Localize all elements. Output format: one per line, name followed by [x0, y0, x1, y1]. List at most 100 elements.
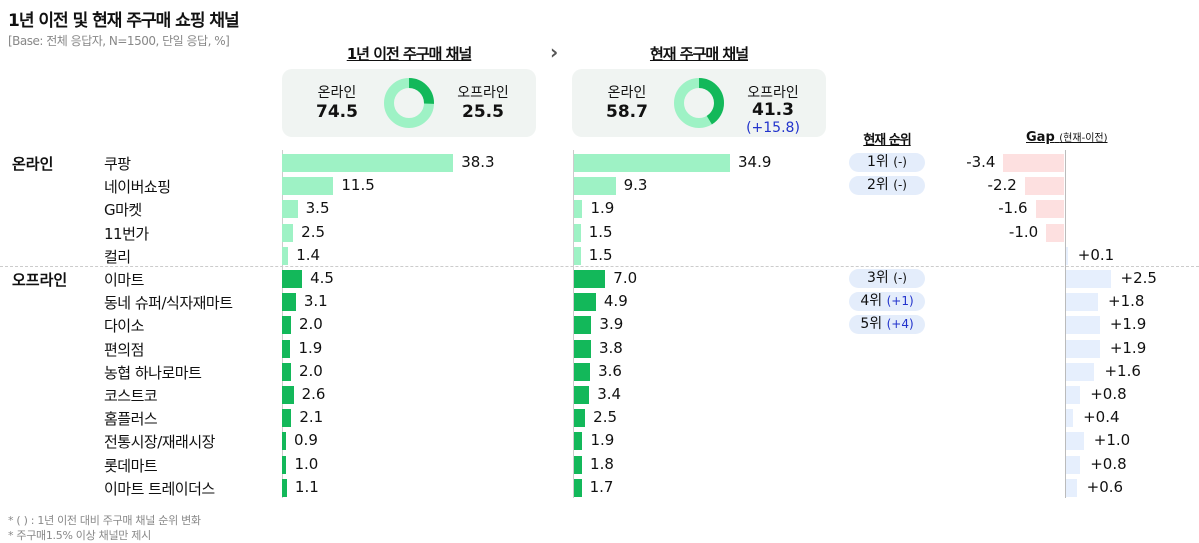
now-bar: [574, 223, 581, 242]
before-summary-card: 온라인 74.5 오프라인 25.5: [282, 69, 536, 137]
now-bar: [574, 362, 591, 381]
now-bar: [574, 154, 730, 172]
now-bar: [574, 455, 583, 474]
rank-change: (-): [893, 155, 907, 169]
category-label: 동네 슈퍼/식자재마트: [104, 294, 233, 313]
now-bar: [574, 478, 582, 497]
before-value-label: 4.5: [310, 269, 334, 287]
gap-value-label: -1.0: [1008, 222, 1039, 241]
offline-slice: [384, 78, 434, 128]
rank-value: 2위: [867, 177, 889, 194]
before-value-label: 1.4: [296, 245, 321, 264]
before-value-label: 3.1: [303, 292, 328, 311]
gap-header-note: (현재-이전): [1059, 133, 1108, 144]
gap-value-label: +0.1: [1077, 245, 1115, 264]
rank-badge: 1위 (-): [849, 153, 925, 172]
before-title: 1년 이전 주구매 채널: [346, 45, 473, 63]
now-bar: [574, 200, 583, 219]
now-value-label: 1.7: [589, 477, 614, 496]
before-value-label: 1.9: [298, 338, 323, 357]
rank-badge: 5위 (+4): [849, 315, 925, 335]
now-value-label: 4.9: [603, 292, 628, 311]
category-label: 네이버쇼핑: [104, 178, 171, 197]
gap-bar: [1066, 409, 1074, 428]
gap-bar: [1035, 200, 1064, 219]
gap-bar: [1046, 223, 1064, 242]
gap-value-label: -3.4: [966, 153, 996, 171]
subtitle: [Base: 전체 응답자, N=1500, 단일 응답, %]: [8, 34, 230, 48]
now-value-label: 1.9: [590, 199, 615, 218]
category-label: 농협 하나로마트: [104, 363, 202, 382]
gap-bar: [1066, 455, 1081, 474]
gap-bar: [1066, 478, 1077, 497]
before-value-label: 2.0: [298, 315, 323, 334]
category-label: 컬리: [104, 247, 131, 266]
now-axis: [573, 150, 574, 498]
offline-label: 오프라인: [747, 85, 799, 101]
now-summary-card: 온라인 58.7 오프라인 41.3 (+15.8): [572, 69, 826, 137]
gap-value-label: +1.6: [1104, 361, 1141, 380]
category-label: 롯데마트: [104, 456, 158, 475]
gap-bar: [1024, 177, 1064, 196]
footnote-2: * 주구매1.5% 이상 채널만 제시: [8, 529, 151, 542]
before-value-label: 0.9: [294, 431, 318, 450]
now-value-label: 9.3: [623, 176, 648, 195]
rank-change: (-): [893, 178, 907, 193]
gap-header-label: Gap: [1026, 130, 1055, 145]
gap-bar: [1066, 270, 1111, 288]
offline-change: (+15.8): [746, 120, 800, 136]
before-bar: [282, 432, 287, 451]
before-bar: [282, 339, 291, 358]
gap-value-label: +0.8: [1090, 385, 1127, 403]
now-donut: [674, 78, 724, 128]
offline-label: 오프라인: [457, 85, 509, 101]
before-value-label: 38.3: [461, 153, 495, 171]
before-bar: [282, 386, 294, 404]
rank-badge: 3위 (-): [849, 269, 925, 288]
before-value-label: 3.5: [305, 199, 330, 218]
footnote-1: * ( ) : 1년 이전 대비 주구매 채널 순위 변화: [8, 514, 201, 527]
before-bar: [282, 246, 289, 265]
gap-bar: [1066, 246, 1068, 265]
group-offline: 오프라인: [12, 271, 68, 289]
rank-change: (+4): [886, 317, 914, 332]
rank-header: 현재 순위: [863, 133, 911, 148]
now-bar: [574, 409, 586, 428]
before-bar: [282, 409, 292, 428]
before-value-label: 2.1: [299, 408, 324, 427]
now-value-label: 1.9: [590, 431, 615, 450]
now-bar: [574, 339, 591, 358]
gap-bar: [1066, 316, 1100, 335]
now-bar: [574, 386, 590, 404]
before-value-label: 1.0: [294, 454, 319, 473]
now-value-label: 7.0: [613, 269, 638, 287]
now-value-label: 34.9: [738, 153, 772, 171]
gap-header: Gap (현재-이전): [1026, 129, 1108, 145]
now-value-label: 1.8: [590, 454, 614, 473]
before-donut: [384, 78, 434, 128]
now-value-label: 2.5: [593, 408, 618, 427]
rank-value: 1위: [867, 154, 889, 170]
gap-value-label: +0.6: [1086, 477, 1124, 496]
offline-value: 25.5: [462, 102, 504, 122]
category-label: 홈플러스: [104, 410, 158, 429]
before-value-label: 2.6: [301, 385, 326, 403]
now-value-label: 3.8: [598, 338, 623, 357]
rank-change: (-): [893, 271, 907, 285]
rank-value: 3위: [867, 270, 889, 286]
now-bar: [574, 293, 596, 312]
gap-value-label: +1.0: [1093, 431, 1131, 450]
category-label: G마켓: [104, 201, 142, 220]
group-online: 온라인: [12, 155, 54, 173]
now-bar: [574, 177, 616, 196]
now-value-label: 1.5: [588, 222, 613, 241]
before-bar: [282, 455, 287, 474]
online-value: 74.5: [316, 102, 358, 122]
now-title: 현재 주구매 채널: [649, 45, 749, 63]
category-label: 이마트 트레이더스: [104, 479, 215, 498]
now-bar: [574, 432, 583, 451]
before-bar: [282, 478, 287, 497]
gap-bar: [1066, 339, 1100, 358]
before-value-label: 1.1: [294, 477, 319, 496]
gap-bar: [1066, 432, 1084, 451]
